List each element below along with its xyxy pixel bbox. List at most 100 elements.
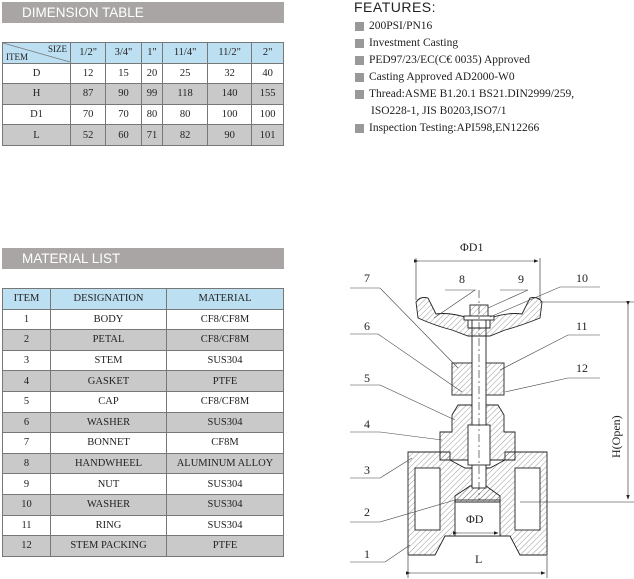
petal-part xyxy=(454,485,501,503)
dim-d1-label: ΦD1 xyxy=(460,240,483,254)
designation-cell: STEM xyxy=(50,349,167,372)
dimension-row: H 87 90 99 118 140 155 xyxy=(2,83,284,105)
item-number-cell: 6 xyxy=(2,411,51,434)
features-section: FEATURES: 200PSI/PN16 Investment Casting P… xyxy=(354,0,634,137)
material-row: 11 RING SUS304 xyxy=(2,514,284,537)
item-number-cell: 3 xyxy=(2,349,51,372)
value-cell: 40 xyxy=(251,62,284,85)
material-list-banner: MATERIAL LIST xyxy=(2,248,284,269)
value-cell: 32 xyxy=(206,62,253,85)
item-number-cell: 5 xyxy=(2,390,51,413)
value-cell: 80 xyxy=(162,103,208,126)
value-cell: 118 xyxy=(162,83,208,105)
features-title: FEATURES: xyxy=(354,0,437,15)
item-number-cell: 12 xyxy=(2,535,51,557)
bullet-square-icon xyxy=(355,73,364,82)
designation-cell: HANDWHEEL xyxy=(50,452,167,475)
feature-text: Inspection Testing:API598,EN12266 xyxy=(369,122,540,134)
dimension-row: D 12 15 20 25 32 40 xyxy=(2,62,284,85)
material-row: 12 STEM PACKING PTFE xyxy=(2,535,284,557)
feature-text: PED97/23/EC(C€ 0035) Approved xyxy=(369,54,530,66)
dim-l-label: L xyxy=(475,552,482,566)
designation-cell: WASHER xyxy=(50,493,167,516)
designation-cell: PETAL xyxy=(50,329,167,351)
designation-cell: STEM PACKING xyxy=(50,535,167,557)
feature-item: PED97/23/EC(C€ 0035) Approved xyxy=(354,52,634,69)
item-cell: L xyxy=(2,124,71,146)
feature-item: Inspection Testing:API598,EN12266 xyxy=(354,120,634,137)
material-row: 8 HANDWHEEL ALUMINUM ALLOY xyxy=(2,452,284,475)
size-header: 11/2" xyxy=(206,42,253,64)
dimension-row: D1 70 70 80 80 100 100 xyxy=(2,103,284,126)
item-number-cell: 2 xyxy=(2,329,51,351)
designation-cell: RING xyxy=(50,514,167,537)
value-cell: 90 xyxy=(206,124,253,146)
value-cell: 12 xyxy=(69,62,107,85)
size-label: SIZE xyxy=(48,44,67,55)
part-number-10: 10 xyxy=(576,271,588,285)
feature-text: 200PSI/PN16 xyxy=(369,20,433,32)
part-number-3: 3 xyxy=(364,463,370,477)
part-number-6: 6 xyxy=(364,319,370,333)
part-number-8: 8 xyxy=(459,272,465,286)
material-row: 1 BODY CF8/CF8M xyxy=(2,308,284,331)
dimension-lines xyxy=(405,258,634,578)
value-cell: 140 xyxy=(206,83,253,105)
value-cell: 100 xyxy=(251,103,284,126)
material-row: 7 BONNET CF8M xyxy=(2,432,284,454)
value-cell: 87 xyxy=(69,83,107,105)
material-table: ITEM DESIGNATION MATERIAL 1 BODY CF8/CF8M 2… xyxy=(2,288,284,557)
value-cell: 99 xyxy=(140,83,164,105)
feature-item: Casting Approved AD2000-W0 xyxy=(354,69,634,86)
part-number-4: 4 xyxy=(364,417,370,431)
dim-d-label: ΦD xyxy=(466,512,484,526)
material-row: 9 NUT SUS304 xyxy=(2,473,284,495)
material-row: 4 GASKET PTFE xyxy=(2,370,284,392)
value-cell: 155 xyxy=(251,83,284,105)
material-row: 10 WASHER SUS304 xyxy=(2,493,284,516)
value-cell: 70 xyxy=(69,103,107,126)
material-cell: SUS304 xyxy=(166,411,284,434)
features-list: 200PSI/PN16 Investment Casting PED97/23/EC… xyxy=(354,18,634,137)
feature-item: 200PSI/PN16 xyxy=(354,18,634,35)
bullet-square-icon xyxy=(355,56,364,65)
material-row: 5 CAP CF8/CF8M xyxy=(2,390,284,413)
designation-cell: WASHER xyxy=(50,411,167,434)
designation-cell: GASKET xyxy=(50,370,167,392)
designation-cell: CAP xyxy=(50,390,167,413)
item-cell: D xyxy=(2,62,71,85)
value-cell: 90 xyxy=(105,83,142,105)
material-cell: SUS304 xyxy=(166,473,284,495)
value-cell: 100 xyxy=(206,103,253,126)
material-cell: SUS304 xyxy=(166,349,284,372)
size-header: 1/2" xyxy=(69,42,107,64)
value-cell: 101 xyxy=(251,124,284,146)
bullet-square-icon xyxy=(355,39,364,48)
part-number-2: 2 xyxy=(364,505,370,519)
value-cell: 60 xyxy=(105,124,142,146)
feature-item: Thread:ASME B1.20.1 BS21.DIN2999/259, ISO… xyxy=(354,86,634,120)
seat-opening xyxy=(454,499,501,537)
material-cell: ALUMINUM ALLOY xyxy=(166,452,284,475)
material-cell: PTFE xyxy=(166,535,284,557)
size-header: 3/4" xyxy=(105,42,142,64)
header-material: MATERIAL xyxy=(166,288,284,310)
item-number-cell: 7 xyxy=(2,432,51,454)
dimension-header-row: SIZE ITEM 1/2" 3/4" 1" 11/4" 11/2" 2" xyxy=(2,42,284,64)
designation-cell: BODY xyxy=(50,308,167,331)
material-row: 6 WASHER SUS304 xyxy=(2,411,284,434)
size-header: 11/4" xyxy=(162,42,208,64)
material-row: 2 PETAL CF8/CF8M xyxy=(2,329,284,351)
item-number-cell: 8 xyxy=(2,452,51,475)
dim-h-label: H(Open) xyxy=(609,415,623,458)
bullet-square-icon xyxy=(355,22,364,31)
outlet-port xyxy=(514,467,541,531)
material-cell: PTFE xyxy=(166,370,284,392)
inlet-port xyxy=(414,467,441,531)
material-cell: SUS304 xyxy=(166,493,284,516)
dimension-row: L 52 60 71 82 90 101 xyxy=(2,124,284,146)
bullet-square-icon xyxy=(355,124,364,133)
bullet-square-icon xyxy=(355,90,364,99)
material-header-row: ITEM DESIGNATION MATERIAL xyxy=(2,288,284,310)
feature-item: Investment Casting xyxy=(354,35,634,52)
